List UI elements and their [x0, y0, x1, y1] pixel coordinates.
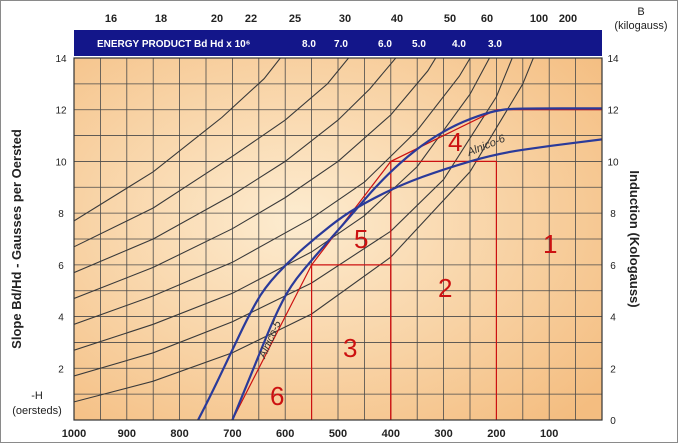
- y-tick-label: 10: [55, 157, 67, 168]
- y-right-tick-label: 6: [610, 261, 616, 272]
- y-tick-label: 14: [55, 54, 67, 65]
- energy-label: 8.0: [302, 39, 316, 50]
- x-axis-label: -H: [31, 390, 43, 402]
- region-label-4: 4: [448, 127, 462, 157]
- top-tick-label: 22: [245, 13, 257, 25]
- right-axis-label: Induction (Kologauss): [627, 170, 642, 307]
- y-tick-label: 6: [58, 261, 64, 272]
- energy-label: 4.0: [452, 39, 466, 50]
- energy-product-curve: [74, 58, 534, 403]
- right-axis-unit: (kilogauss): [614, 20, 667, 32]
- series-line-alnico-6: [231, 107, 602, 420]
- energy-product-curve: [74, 58, 513, 377]
- top-tick-label: 50: [444, 13, 456, 25]
- y-tick-label: 12: [55, 106, 67, 117]
- x-tick-label: 300: [434, 428, 452, 440]
- energy-product-curve: [74, 58, 437, 300]
- y-right-tick-label: 14: [607, 54, 619, 65]
- top-tick-labels: 16 18 20 22 25 30 40 50 60 100 200: [105, 13, 577, 25]
- region-label-1: 1: [543, 229, 557, 259]
- top-tick-label: 200: [559, 13, 577, 25]
- x-tick-label: 1000: [62, 428, 86, 440]
- energy-label: 3.0: [488, 39, 502, 50]
- top-tick-label: 25: [289, 13, 301, 25]
- top-tick-label: 16: [105, 13, 117, 25]
- energy-band: [74, 30, 602, 56]
- top-tick-label: 30: [339, 13, 351, 25]
- x-tick-label: 400: [382, 428, 400, 440]
- x-tick-label: 900: [118, 428, 136, 440]
- x-axis-unit: (oersteds): [12, 405, 62, 417]
- region-label-3: 3: [343, 333, 357, 363]
- energy-label: 6.0: [378, 39, 392, 50]
- top-tick-label: 100: [530, 13, 548, 25]
- region-label-2: 2: [438, 273, 452, 303]
- right-axis-top-b: B: [637, 6, 644, 18]
- axis-ticks: 1000 900 800 700 600 500 400 300 200 100141210864…: [55, 54, 619, 440]
- x-tick-label: 800: [170, 428, 188, 440]
- plot-border: [73, 57, 603, 421]
- guide-line: [390, 160, 497, 420]
- energy-product-curve: [74, 58, 350, 248]
- top-tick-label: 40: [391, 13, 403, 25]
- top-tick-label: 20: [211, 13, 223, 25]
- y-right-tick-label: 4: [610, 313, 616, 324]
- chart-title: ENERGY PRODUCT Bd Hd x 10⁶: [97, 39, 250, 50]
- y-tick-label: 8: [58, 209, 64, 220]
- top-tick-label: 60: [481, 13, 493, 25]
- x-tick-label: 200: [487, 428, 505, 440]
- x-tick-label: 500: [329, 428, 347, 440]
- series-line-alnico-5: [197, 138, 602, 420]
- y-tick-label: 2: [58, 364, 64, 375]
- energy-label: 5.0: [412, 39, 426, 50]
- energy-product-curve: [74, 58, 491, 351]
- y-right-tick-label: 12: [607, 106, 619, 117]
- demagnetization-curves: [197, 107, 602, 420]
- energy-product-curve: [74, 58, 397, 274]
- x-tick-label: 100: [540, 428, 558, 440]
- x-tick-label: 700: [223, 428, 241, 440]
- top-tick-label: 18: [155, 13, 167, 25]
- energy-product-curve: [74, 58, 282, 222]
- energy-labels: 8.0 7.0 6.0 5.0 4.0 3.0: [302, 39, 502, 50]
- y-right-tick-label: 10: [607, 157, 619, 168]
- y-right-tick-label: 0: [610, 416, 616, 427]
- red-guide-lines: [231, 109, 602, 420]
- region-label-6: 6: [270, 381, 284, 411]
- y-right-tick-label: 2: [610, 364, 616, 375]
- y-right-tick-label: 8: [610, 209, 616, 220]
- x-tick-label: 600: [276, 428, 294, 440]
- energy-product-curve: [74, 58, 471, 325]
- energy-label: 7.0: [334, 39, 348, 50]
- y-tick-label: 4: [58, 313, 64, 324]
- region-label-5: 5: [354, 224, 368, 254]
- energy-product-curves: [74, 58, 534, 403]
- left-axis-label: Slope Bd/Hd - Gausses per Oersted: [9, 129, 24, 349]
